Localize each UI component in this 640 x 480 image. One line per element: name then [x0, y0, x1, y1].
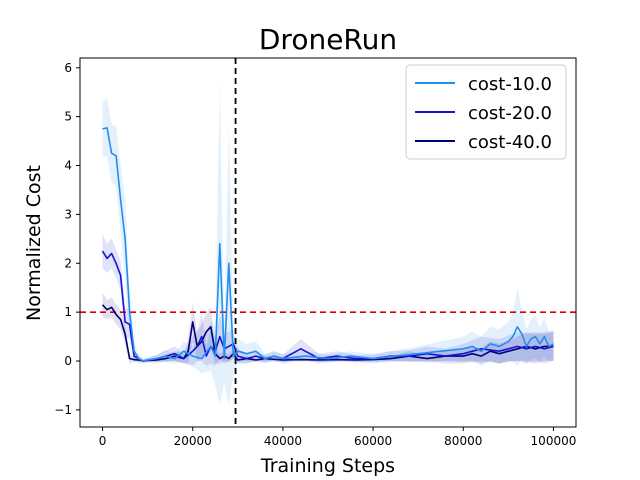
x-axis-label: Training Steps	[260, 455, 395, 477]
legend: cost-10.0 cost-20.0 cost-40.0	[405, 64, 567, 160]
x-tick-label: 0	[99, 434, 107, 448]
y-tick-label: 4	[64, 159, 72, 173]
band-cost-20.0	[102, 233, 554, 366]
x-tick-label: 40000	[264, 434, 302, 448]
x-tick-label: 80000	[444, 434, 482, 448]
chart-title: DroneRun	[259, 23, 397, 56]
series-line-cost-10.0	[102, 127, 554, 362]
reference-lines	[80, 58, 576, 427]
x-tick-label: 100000	[531, 434, 577, 448]
legend-box	[405, 64, 567, 160]
y-tick-label: 1	[64, 305, 72, 319]
y-tick-label: −1	[54, 403, 72, 417]
plot-frame	[79, 57, 577, 428]
legend-label-cost-10: cost-10.0	[468, 74, 552, 95]
y-tick-label: 0	[64, 354, 72, 368]
x-tick-label: 20000	[174, 434, 212, 448]
y-tick-label: 3	[64, 207, 72, 221]
legend-label-cost-40: cost-40.0	[468, 132, 552, 153]
y-axis-ticks: −1 0 1 2 3 4 5 6	[54, 61, 80, 417]
x-tick-label: 60000	[354, 434, 392, 448]
x-axis-ticks: 0 20000 40000 60000 80000 100000	[99, 427, 577, 448]
y-tick-label: 5	[64, 110, 72, 124]
y-tick-label: 6	[64, 61, 72, 75]
y-tick-label: 2	[64, 256, 72, 270]
series-lines	[101, 127, 554, 362]
y-axis-label: Normalized Cost	[23, 165, 45, 321]
legend-label-cost-20: cost-20.0	[468, 103, 552, 124]
